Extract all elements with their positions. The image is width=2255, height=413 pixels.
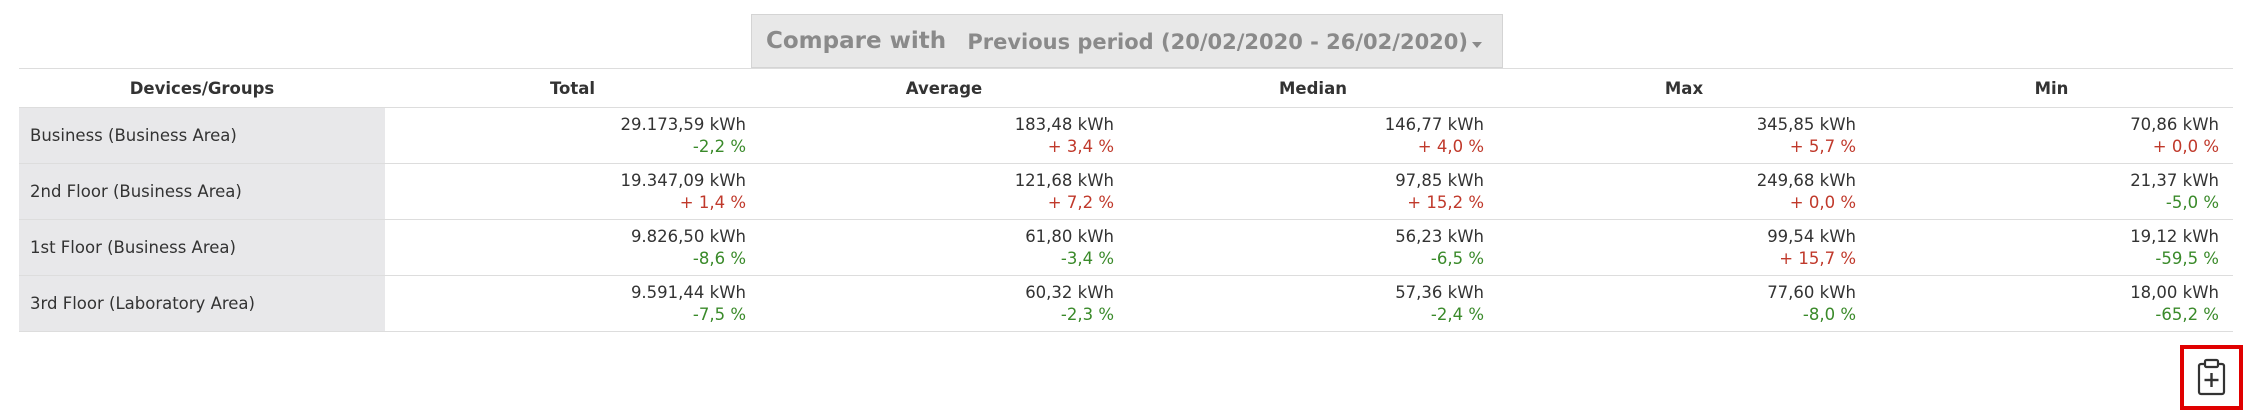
cell-value: 146,77 kWh: [1384, 114, 1484, 134]
column-header: Max: [1498, 68, 1870, 108]
column-header: Average: [760, 68, 1128, 108]
cell: 19,12 kWh -59,5 %: [1870, 219, 2233, 276]
cell-change: + 1,4 %: [679, 192, 746, 212]
table-row: 1st Floor (Business Area) 9.826,50 kWh -8,…: [19, 219, 2233, 276]
cell: 183,48 kWh + 3,4 %: [760, 107, 1128, 164]
cell: 9.591,44 kWh -7,5 %: [385, 275, 760, 332]
add-to-clipboard-button[interactable]: [2180, 345, 2243, 410]
cell: 121,68 kWh + 7,2 %: [760, 163, 1128, 220]
cell: 97,85 kWh + 15,2 %: [1128, 163, 1498, 220]
column-header: Devices/Groups: [19, 68, 385, 108]
cell-change: + 0,0 %: [2152, 136, 2219, 156]
table-row: 2nd Floor (Business Area) 19.347,09 kWh + …: [19, 163, 2233, 220]
cell-value: 19.347,09 kWh: [620, 170, 746, 190]
cell-value: 60,32 kWh: [1025, 282, 1114, 302]
cell: 70,86 kWh + 0,0 %: [1870, 107, 2233, 164]
cell-change: -3,4 %: [1060, 248, 1114, 268]
cell-change: + 15,7 %: [1779, 248, 1856, 268]
cell-value: 99,54 kWh: [1767, 226, 1856, 246]
cell: 345,85 kWh + 5,7 %: [1498, 107, 1870, 164]
compare-period: Previous period (20/02/2020 - 26/02/2020…: [967, 30, 1468, 54]
cell-change: -2,4 %: [1430, 304, 1484, 324]
row-label: Business (Business Area): [19, 107, 385, 164]
cell-change: -6,5 %: [1430, 248, 1484, 268]
cell: 77,60 kWh -8,0 %: [1498, 275, 1870, 332]
cell-value: 18,00 kWh: [2130, 282, 2219, 302]
column-header: Median: [1128, 68, 1498, 108]
clipboard-icon: [2197, 358, 2226, 396]
cell-value: 9.591,44 kWh: [630, 282, 746, 302]
cell-change: -59,5 %: [2155, 248, 2219, 268]
cell-value: 70,86 kWh: [2130, 114, 2219, 134]
cell: 61,80 kWh -3,4 %: [760, 219, 1128, 276]
cell-value: 29.173,59 kWh: [620, 114, 746, 134]
cell: 57,36 kWh -2,4 %: [1128, 275, 1498, 332]
stats-table: Devices/Groups Total Average Median Max Min B…: [19, 68, 2233, 332]
cell-value: 9.826,50 kWh: [630, 226, 746, 246]
cell: 19.347,09 kWh + 1,4 %: [385, 163, 760, 220]
cell-value: 249,68 kWh: [1756, 170, 1856, 190]
cell-value: 19,12 kWh: [2130, 226, 2219, 246]
cell-change: -2,2 %: [692, 136, 746, 156]
row-label: 1st Floor (Business Area): [19, 219, 385, 276]
cell-change: + 4,0 %: [1417, 136, 1484, 156]
cell-value: 121,68 kWh: [1014, 170, 1114, 190]
cell: 99,54 kWh + 15,7 %: [1498, 219, 1870, 276]
cell-value: 345,85 kWh: [1756, 114, 1856, 134]
column-header: Total: [385, 68, 760, 108]
compare-label: Compare with: [766, 28, 947, 54]
cell: 249,68 kWh + 0,0 %: [1498, 163, 1870, 220]
cell-change: + 7,2 %: [1047, 192, 1114, 212]
cell-change: -7,5 %: [692, 304, 746, 324]
row-label: 2nd Floor (Business Area): [19, 163, 385, 220]
cell-change: + 0,0 %: [1789, 192, 1856, 212]
cell-change: + 15,2 %: [1407, 192, 1484, 212]
caret: [1472, 42, 1482, 48]
cell-value: 56,23 kWh: [1395, 226, 1484, 246]
cell: 29.173,59 kWh -2,2 %: [385, 107, 760, 164]
cell-value: 61,80 kWh: [1025, 226, 1114, 246]
cell-change: -2,3 %: [1060, 304, 1114, 324]
column-header: Min: [1870, 68, 2233, 108]
table-row: Business (Business Area) 29.173,59 kWh -2,…: [19, 107, 2233, 164]
cell-value: 97,85 kWh: [1395, 170, 1484, 190]
cell-value: 77,60 kWh: [1767, 282, 1856, 302]
cell-value: 21,37 kWh: [2130, 170, 2219, 190]
cell: 60,32 kWh -2,3 %: [760, 275, 1128, 332]
header-row: Devices/Groups Total Average Median Max Min: [19, 68, 2233, 108]
cell-change: + 5,7 %: [1789, 136, 1856, 156]
cell-value: 57,36 kWh: [1395, 282, 1484, 302]
row-label: 3rd Floor (Laboratory Area): [19, 275, 385, 332]
cell-change: -5,0 %: [2165, 192, 2219, 212]
cell: 146,77 kWh + 4,0 %: [1128, 107, 1498, 164]
cell: 21,37 kWh -5,0 %: [1870, 163, 2233, 220]
compare-dropdown[interactable]: Compare with Previous period (20/02/2020…: [751, 14, 1503, 68]
cell-change: -8,0 %: [1802, 304, 1856, 324]
cell-change: -8,6 %: [692, 248, 746, 268]
cell-change: -65,2 %: [2155, 304, 2219, 324]
table-body: Business (Business Area) 29.173,59 kWh -2,…: [19, 107, 2233, 332]
cell: 18,00 kWh -65,2 %: [1870, 275, 2233, 332]
cell-value: 183,48 kWh: [1014, 114, 1114, 134]
table-row: 3rd Floor (Laboratory Area) 9.591,44 kWh -…: [19, 275, 2233, 332]
cell: 9.826,50 kWh -8,6 %: [385, 219, 760, 276]
cell: 56,23 kWh -6,5 %: [1128, 219, 1498, 276]
cell-change: + 3,4 %: [1047, 136, 1114, 156]
